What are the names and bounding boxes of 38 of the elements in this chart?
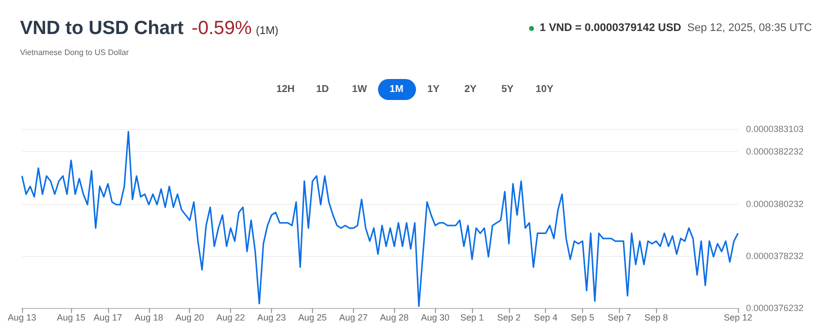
text: -0.59%: [192, 18, 252, 40]
x-tick-label: Aug 20: [175, 312, 204, 322]
chart-title: VND to USD Chart: [20, 18, 184, 40]
text: 10Y: [534, 83, 554, 97]
x-tick-label: Aug 22: [216, 312, 245, 322]
text: 1D: [315, 83, 330, 97]
x-tick-label: Sep 8: [644, 312, 668, 322]
x-tick-label: Aug 28: [380, 312, 409, 322]
text: Sep 12, 2025, 08:35 UTC: [687, 22, 812, 34]
x-tick-label: Sep 7: [608, 312, 632, 322]
text: 2Y: [463, 83, 478, 97]
text: (1M): [256, 25, 278, 37]
x-tick-label: Aug 13: [8, 312, 36, 322]
x-tick-label: Sep 2: [497, 312, 521, 322]
x-tick-label: Aug 25: [298, 312, 327, 322]
text: 1 VND = 0.0000379142 USD: [540, 22, 682, 34]
x-tick-label: Aug 15: [56, 312, 86, 322]
text: 1M: [378, 79, 416, 100]
y-tick-label: 0.0000382232: [746, 146, 804, 157]
x-tick-label: Sep 4: [534, 312, 558, 322]
x-tick-label: Sep 12: [724, 312, 752, 322]
x-tick-label: Aug 27: [339, 312, 368, 322]
y-tick-label: 0.0000376232: [746, 303, 804, 313]
x-tick-label: Aug 23: [257, 312, 286, 322]
x-tick-label: Sep 1: [460, 312, 484, 322]
y-tick-label: 0.0000383103: [746, 124, 804, 134]
text: 12H: [275, 83, 296, 97]
x-tick-label: Aug 17: [94, 312, 122, 322]
x-tick-label: Sep 5: [570, 312, 594, 322]
x-tick-label: Aug 18: [134, 312, 164, 322]
text: 5Y: [500, 83, 515, 97]
text: 1W: [351, 83, 368, 97]
line-series: [21, 130, 739, 307]
text: 1Y: [426, 83, 441, 97]
chart-subtitle: Vietnamese Dong to US Dollar: [20, 48, 129, 57]
y-tick-label: 0.0000380232: [746, 198, 804, 209]
y-tick-label: 0.0000378232: [746, 250, 804, 261]
x-tick-label: Aug 30: [420, 312, 450, 322]
